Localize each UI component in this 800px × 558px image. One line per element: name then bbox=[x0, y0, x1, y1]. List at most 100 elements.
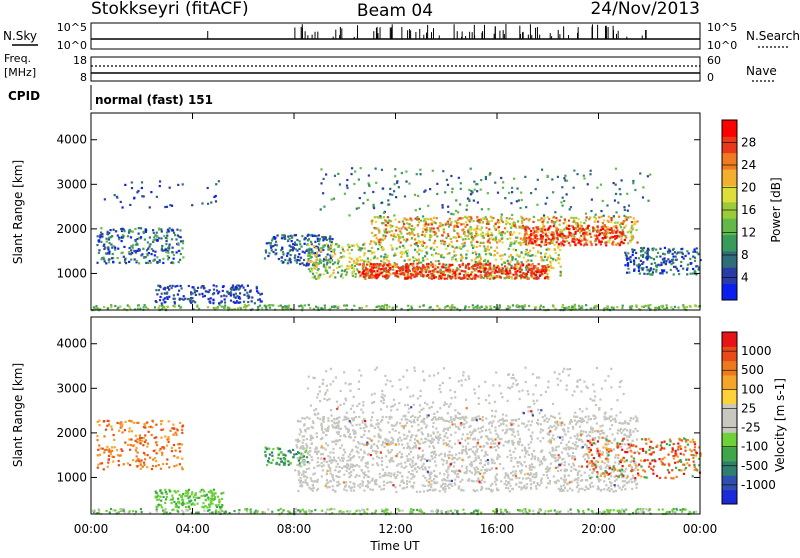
nsearch-tick-bottom: 10^0 bbox=[707, 39, 737, 52]
data-cell bbox=[302, 251, 304, 253]
data-cell bbox=[149, 457, 151, 459]
data-cell bbox=[141, 187, 143, 189]
data-cell bbox=[545, 239, 547, 241]
data-cell bbox=[506, 238, 508, 240]
data-cell bbox=[161, 245, 163, 247]
data-cell bbox=[410, 508, 412, 510]
data-cell bbox=[337, 173, 339, 175]
data-cell bbox=[264, 451, 266, 453]
data-cell bbox=[462, 217, 464, 219]
data-cell bbox=[276, 234, 278, 236]
data-cell bbox=[596, 187, 598, 189]
data-cell bbox=[677, 270, 679, 272]
data-cell bbox=[587, 183, 589, 185]
data-cell bbox=[449, 224, 451, 226]
data-cell bbox=[564, 220, 566, 222]
data-cell bbox=[554, 221, 556, 223]
data-cell bbox=[401, 466, 403, 468]
data-cell bbox=[308, 268, 310, 270]
data-cell bbox=[478, 219, 480, 221]
data-cell bbox=[578, 511, 580, 513]
data-cell bbox=[282, 253, 284, 255]
data-cell bbox=[509, 223, 511, 225]
data-cell bbox=[594, 221, 596, 223]
data-cell bbox=[536, 244, 538, 246]
data-cell bbox=[280, 305, 282, 307]
data-cell bbox=[563, 235, 565, 237]
data-cell bbox=[130, 236, 132, 238]
data-cell bbox=[128, 430, 130, 432]
data-cell bbox=[165, 498, 167, 500]
data-cell bbox=[521, 269, 523, 271]
data-cell bbox=[524, 276, 526, 278]
data-cell bbox=[563, 484, 565, 486]
data-cell bbox=[216, 289, 218, 291]
data-cell bbox=[441, 510, 443, 512]
data-cell bbox=[159, 299, 161, 301]
data-cell bbox=[346, 271, 348, 273]
data-cell bbox=[389, 273, 391, 275]
data-cell bbox=[130, 258, 132, 260]
data-cell bbox=[179, 229, 181, 231]
data-cell bbox=[207, 498, 209, 500]
data-cell bbox=[489, 278, 491, 280]
data-cell bbox=[363, 254, 365, 256]
data-cell bbox=[272, 448, 274, 450]
data-cell bbox=[153, 239, 155, 241]
data-cell bbox=[147, 262, 149, 264]
data-cell bbox=[174, 432, 176, 434]
data-cell bbox=[475, 261, 477, 263]
data-cell bbox=[650, 267, 652, 269]
data-cell bbox=[631, 225, 633, 227]
data-cell bbox=[626, 272, 628, 274]
data-cell bbox=[460, 236, 462, 238]
data-cell bbox=[351, 249, 353, 251]
data-cell bbox=[694, 271, 696, 273]
data-cell bbox=[311, 243, 313, 245]
data-cell bbox=[376, 237, 378, 239]
nsky-trace bbox=[91, 24, 700, 39]
data-cell bbox=[389, 224, 391, 226]
data-cell bbox=[388, 269, 390, 271]
data-cell bbox=[375, 306, 377, 308]
data-cell bbox=[544, 510, 546, 512]
data-cell bbox=[137, 465, 139, 467]
data-cell bbox=[248, 296, 250, 298]
data-cell bbox=[602, 200, 604, 202]
data-cell bbox=[476, 305, 478, 307]
data-cell bbox=[132, 510, 134, 512]
data-cell bbox=[542, 306, 544, 308]
data-cell bbox=[162, 258, 164, 260]
data-cell bbox=[635, 229, 637, 231]
data-cell bbox=[224, 301, 226, 303]
data-cell bbox=[585, 304, 587, 306]
data-cell bbox=[685, 508, 687, 510]
data-cell bbox=[164, 297, 166, 299]
data-cell bbox=[372, 191, 374, 193]
data-cell bbox=[508, 256, 510, 258]
data-cell bbox=[123, 510, 125, 512]
data-cell bbox=[468, 216, 470, 218]
data-cell bbox=[217, 292, 219, 294]
data-cell bbox=[482, 426, 484, 428]
data-cell bbox=[455, 453, 457, 455]
data-cell bbox=[390, 226, 392, 228]
data-cell bbox=[647, 250, 649, 252]
data-cell bbox=[131, 420, 133, 422]
data-cell bbox=[421, 250, 423, 252]
data-cell bbox=[594, 234, 596, 236]
data-cell bbox=[611, 424, 613, 426]
data-cell bbox=[380, 260, 382, 262]
data-cell bbox=[507, 260, 509, 262]
data-cell bbox=[402, 221, 404, 223]
data-cell bbox=[394, 168, 396, 170]
data-cell bbox=[522, 225, 524, 227]
data-cell bbox=[142, 248, 144, 250]
data-cell bbox=[525, 243, 527, 245]
data-cell bbox=[160, 437, 162, 439]
y-tick-label: 2000 bbox=[56, 222, 87, 236]
data-cell bbox=[139, 308, 141, 310]
data-cell bbox=[473, 510, 475, 512]
data-cell bbox=[455, 254, 457, 256]
data-cell bbox=[128, 420, 130, 422]
